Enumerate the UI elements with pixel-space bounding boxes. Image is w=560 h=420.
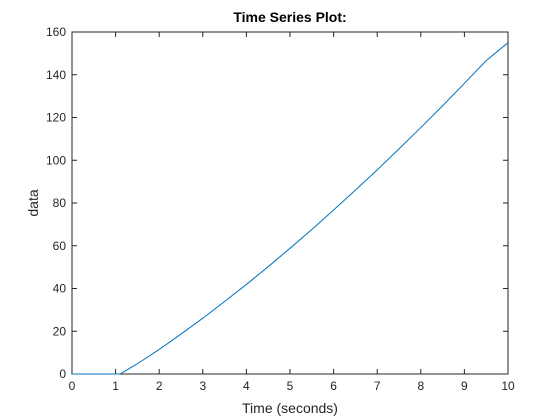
y-tick-label-6: 120 xyxy=(46,111,66,125)
y-tick-label-4: 80 xyxy=(53,196,67,210)
axes-box xyxy=(71,31,509,375)
x-tick-label-4: 4 xyxy=(243,379,250,393)
x-tick-label-9: 9 xyxy=(461,379,468,393)
x-tick-label-0: 0 xyxy=(69,379,76,393)
y-tick-label-1: 20 xyxy=(53,324,67,338)
x-tick-label-2: 2 xyxy=(156,379,163,393)
y-axis-label: data xyxy=(25,189,41,216)
x-tick-label-7: 7 xyxy=(374,379,381,393)
chart-title: Time Series Plot: xyxy=(233,9,346,25)
x-tick-label-8: 8 xyxy=(417,379,424,393)
x-tick-label-6: 6 xyxy=(330,379,337,393)
y-tick-label-8: 160 xyxy=(46,25,66,39)
x-tick-label-10: 10 xyxy=(501,379,515,393)
y-tick-label-5: 100 xyxy=(46,153,66,167)
x-tick-label-5: 5 xyxy=(287,379,294,393)
y-tick-label-0: 0 xyxy=(59,367,66,381)
data-line-0 xyxy=(72,42,509,375)
x-axis-label: Time (seconds) xyxy=(242,400,338,416)
y-tick-label-3: 60 xyxy=(53,239,67,253)
x-tick-label-1: 1 xyxy=(112,379,119,393)
y-tick-label-7: 140 xyxy=(46,68,66,82)
x-tick-label-3: 3 xyxy=(199,379,206,393)
y-tick-label-2: 40 xyxy=(53,282,67,296)
